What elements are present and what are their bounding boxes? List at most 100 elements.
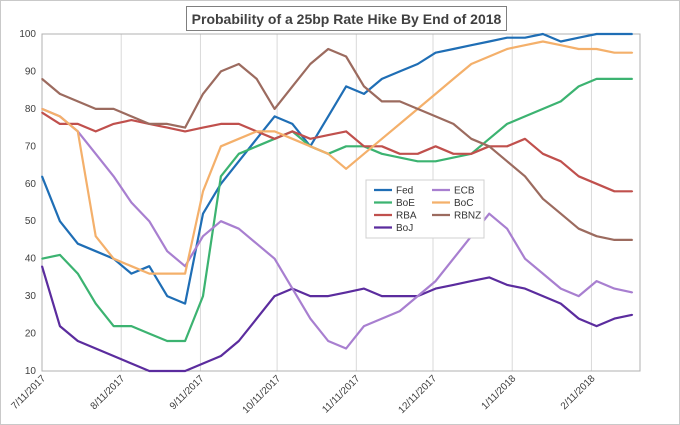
data-point [381, 153, 383, 155]
data-point [309, 317, 312, 320]
data-point [345, 168, 347, 170]
data-point [77, 340, 79, 342]
data-point [309, 295, 312, 297]
data-point [488, 276, 491, 279]
data-point [524, 36, 526, 39]
data-point [470, 44, 473, 46]
data-point [309, 145, 312, 148]
data-point [470, 63, 473, 65]
data-point [560, 160, 562, 163]
data-point [577, 227, 580, 230]
data-point [238, 160, 240, 163]
data-point [273, 130, 276, 133]
data-point [77, 130, 79, 133]
data-point [202, 126, 204, 129]
data-point [560, 287, 562, 290]
data-point [434, 145, 437, 148]
series-line-rbnz [41, 47, 633, 241]
data-point [595, 78, 598, 80]
data-point [399, 153, 401, 155]
data-point [542, 198, 544, 200]
x-tick-label: 2/11/2018 [559, 373, 598, 412]
data-point [542, 272, 544, 275]
data-point [577, 48, 580, 50]
y-tick-label: 100 [19, 29, 36, 40]
plot-area-border [41, 33, 641, 372]
series-line-boe [41, 77, 633, 343]
data-point [434, 160, 437, 163]
data-point [202, 362, 204, 365]
data-point [148, 265, 151, 268]
data-point [399, 70, 401, 73]
data-point [273, 138, 276, 140]
data-point [399, 100, 401, 103]
legend-label-boj: BoJ [396, 223, 413, 234]
data-point [434, 93, 437, 95]
data-point [470, 280, 473, 282]
grid-lines [41, 34, 592, 371]
data-point [452, 123, 455, 125]
data-point [452, 284, 455, 286]
data-point [542, 33, 544, 35]
x-tick-label: 9/11/2017 [168, 373, 207, 412]
data-point [577, 175, 580, 178]
data-point [345, 145, 347, 148]
data-point [363, 153, 365, 155]
data-point [470, 153, 473, 155]
data-point [452, 153, 455, 155]
data-point [220, 175, 222, 178]
data-point [41, 111, 43, 114]
data-point [577, 317, 580, 320]
data-point [345, 130, 347, 133]
legend-label-fed: Fed [396, 186, 413, 197]
data-point [613, 51, 616, 54]
chart-title: Probability of a 25bp Rate Hike By End o… [186, 6, 507, 31]
data-point [148, 123, 151, 125]
data-point [452, 156, 455, 159]
data-point [166, 340, 168, 342]
data-point [184, 126, 186, 129]
data-point [327, 134, 330, 136]
data-point [41, 78, 43, 80]
data-point [184, 340, 186, 342]
data-point [202, 93, 204, 95]
data-point [506, 123, 508, 125]
data-point [94, 108, 97, 110]
data-point [291, 287, 294, 290]
data-point [327, 153, 330, 155]
x-tick-label: 12/11/2017 [396, 373, 439, 416]
legend: Fed ECB BoE BoC RBA RBNZ BoJ [365, 179, 485, 239]
data-point [381, 100, 383, 103]
data-point [273, 295, 276, 297]
data-point [238, 138, 240, 140]
series-rba [41, 111, 634, 193]
data-point [112, 355, 115, 357]
data-point [381, 145, 383, 148]
data-point [345, 55, 347, 58]
series-line-boc [41, 40, 633, 275]
data-point [506, 160, 508, 163]
data-point [506, 48, 508, 50]
data-point [452, 257, 455, 260]
data-point [524, 287, 526, 290]
data-point [184, 272, 186, 275]
data-point [94, 235, 97, 237]
data-point [345, 85, 347, 88]
data-point [416, 108, 419, 110]
data-point [148, 370, 151, 372]
data-point [255, 78, 258, 80]
data-point [148, 220, 151, 222]
data-point [94, 153, 97, 155]
data-point [560, 40, 562, 43]
data-point [255, 138, 258, 140]
data-point [631, 190, 634, 193]
series-line-ecb [41, 107, 633, 350]
data-point [291, 138, 294, 140]
data-point [202, 212, 204, 215]
data-point [613, 287, 616, 290]
data-point [202, 235, 204, 237]
data-point [488, 212, 491, 215]
data-point [577, 295, 580, 297]
data-point [560, 302, 562, 305]
data-point [130, 201, 133, 204]
